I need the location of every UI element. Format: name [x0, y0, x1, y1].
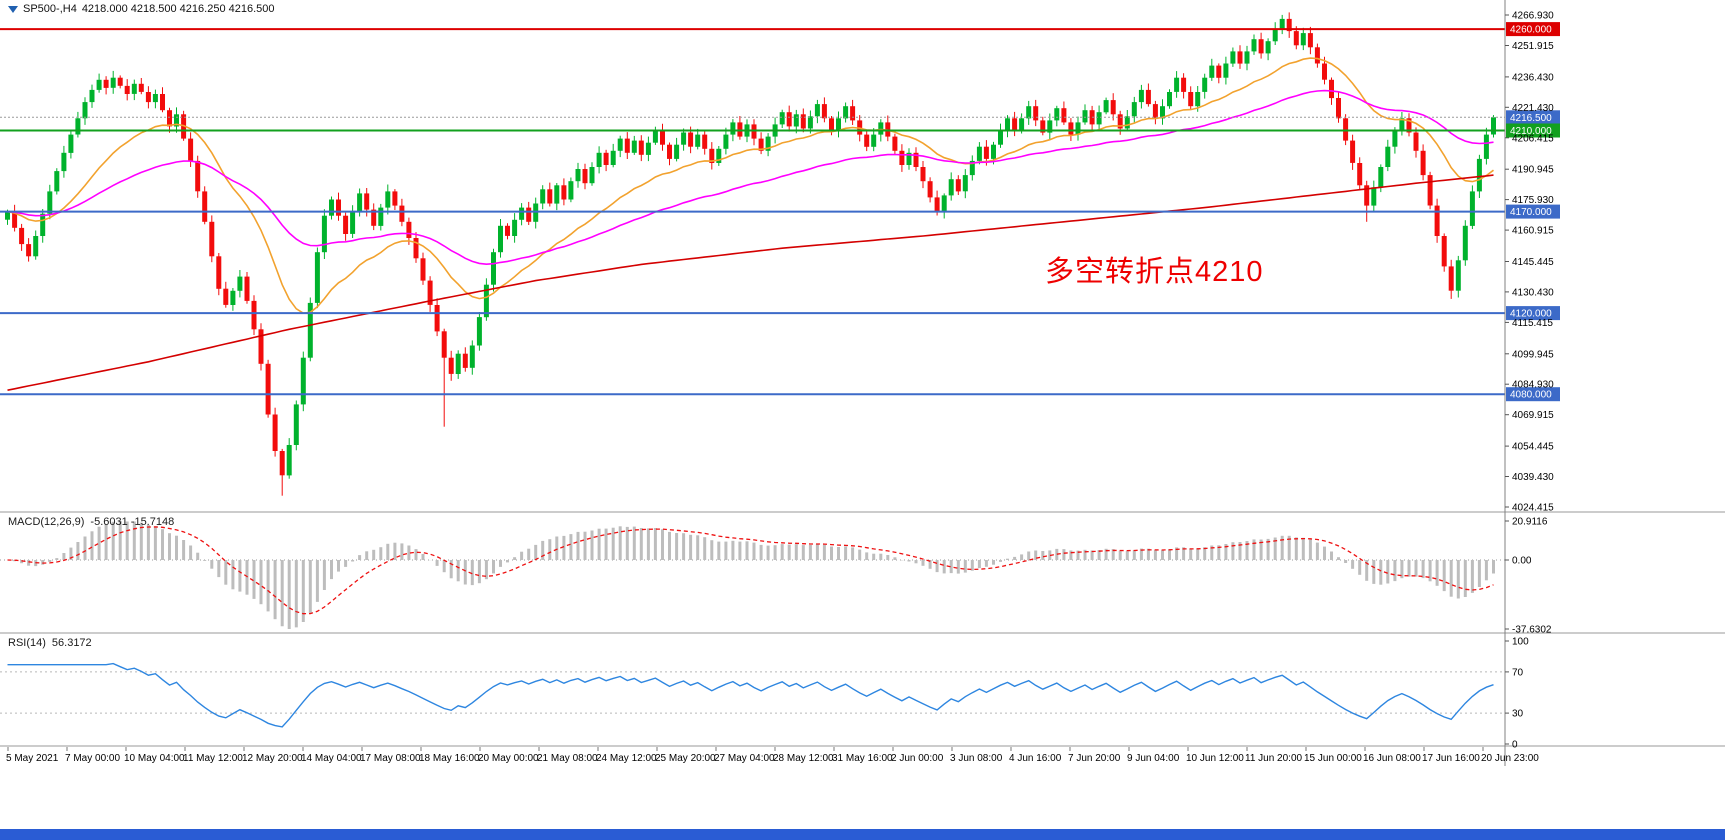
price-box-label: 4080.000	[1510, 390, 1552, 401]
price-box-label: 4216.500	[1510, 113, 1552, 124]
price-axis-labels	[1505, 14, 1560, 508]
time-tick-label: 20 May 00:00	[478, 753, 539, 764]
time-tick-label: 11 May 12:00	[183, 753, 243, 764]
time-tick-label: 7 Jun 20:00	[1068, 753, 1121, 764]
quote-ohlc-values: 4218.000 4218.500 4216.250 4216.500	[81, 3, 275, 15]
rsi-axis-label: 30	[1512, 709, 1524, 720]
time-tick-label: 17 May 08:00	[360, 753, 421, 764]
horizontal-lines-layer	[0, 28, 1505, 396]
time-tick-label: 7 May 00:00	[65, 753, 120, 764]
price-box-4120.000	[1506, 306, 1560, 321]
ma-21-line	[7, 57, 1494, 315]
time-tick-label: 27 May 04:00	[714, 753, 775, 764]
time-tick-label: 16 Jun 08:00	[1363, 753, 1421, 764]
time-axis-labels	[7, 747, 1484, 751]
rsi-label-value: 56.3172	[51, 637, 92, 649]
price-tick-label: 4190.945	[1512, 165, 1554, 176]
time-tick-label: 4 Jun 16:00	[1009, 753, 1062, 764]
macd-histogram	[13, 521, 1495, 629]
time-tick-label: 14 May 04:00	[301, 753, 362, 764]
taskbar[interactable]	[0, 829, 1725, 840]
rsi-axis-label: 70	[1512, 667, 1524, 678]
time-tick-label: 18 May 16:00	[419, 753, 480, 764]
time-tick-label: 2 Jun 00:00	[891, 753, 944, 764]
price-tick-label: 4054.445	[1512, 442, 1554, 453]
time-tick-label: 3 Jun 08:00	[950, 753, 1003, 764]
ma-55-line	[7, 89, 1494, 266]
price-tick-label: 4175.930	[1512, 195, 1554, 206]
time-tick-label: 21 May 08:00	[537, 753, 598, 764]
time-tick-label: 31 May 16:00	[832, 753, 893, 764]
price-tick-label: 4251.915	[1512, 41, 1554, 52]
symbol-dropdown-icon[interactable]	[8, 5, 18, 13]
price-tick-label: 4099.945	[1512, 349, 1554, 360]
price-tick-label: 4039.430	[1512, 472, 1554, 483]
time-tick-label: 17 Jun 16:00	[1422, 753, 1480, 764]
rsi-axis-label: 100	[1512, 637, 1529, 648]
price-box-4080.000	[1506, 387, 1560, 402]
price-tick-label: 4266.930	[1512, 11, 1554, 22]
price-tick-label: 4115.415	[1512, 318, 1553, 329]
macd-axis-label: -37.6302	[1512, 625, 1552, 636]
price-tick-label: 4206.415	[1512, 133, 1554, 144]
price-tick-label: 4236.430	[1512, 72, 1554, 83]
price-tick-label: 4130.430	[1512, 287, 1554, 298]
rsi-axis-label: 0	[1512, 740, 1518, 751]
macd-axis-label: 0.00	[1512, 556, 1532, 567]
price-box-label: 4260.000	[1510, 25, 1552, 36]
time-tick-label: 10 May 04:00	[124, 753, 185, 764]
price-tick-label: 4069.915	[1512, 410, 1554, 421]
symbol-timeframe-label: SP500-,H4	[23, 3, 77, 15]
time-tick-label: 9 Jun 04:00	[1127, 753, 1180, 764]
price-box-4210.000	[1506, 123, 1560, 138]
rsi-label-name: RSI(14)	[8, 637, 46, 649]
macd-label-name: MACD(12,26,9)	[8, 516, 85, 528]
price-tick-label: 4160.915	[1512, 226, 1554, 237]
price-box-label: 4170.000	[1510, 207, 1552, 218]
rsi-indicator-label: RSI(14) 56.3172	[8, 637, 98, 649]
price-box-4170.000	[1506, 204, 1560, 219]
macd-indicator-label: MACD(12,26,9) -5.6031 -15.7148	[8, 516, 180, 528]
macd-label-values: -5.6031 -15.7148	[90, 516, 175, 528]
price-box-4216.500	[1506, 110, 1560, 125]
time-tick-label: 10 Jun 12:00	[1186, 753, 1244, 764]
time-tick-label: 25 May 20:00	[655, 753, 716, 764]
time-tick-label: 24 May 12:00	[596, 753, 657, 764]
time-tick-label: 28 May 12:00	[773, 753, 834, 764]
price-box-label: 4210.000	[1510, 126, 1552, 137]
price-box-label: 4120.000	[1510, 309, 1552, 320]
chart-title: SP500-,H4 4218.000 4218.500 4216.250 421…	[8, 3, 275, 15]
price-tick-label: 4145.445	[1512, 257, 1554, 268]
price-tick-label: 4221.430	[1512, 103, 1554, 114]
time-tick-label: 20 Jun 23:00	[1481, 753, 1539, 764]
macd-signal-line	[7, 526, 1494, 615]
rsi-line	[7, 662, 1494, 728]
long-ma-line	[7, 174, 1494, 391]
price-tick-label: 4024.415	[1512, 503, 1554, 514]
price-box-4260.000	[1506, 22, 1560, 37]
time-tick-label: 5 May 2021	[6, 753, 59, 764]
time-tick-label: 11 Jun 20:00	[1245, 753, 1303, 764]
chart-annotation-text[interactable]: 多空转折点4210	[1045, 256, 1264, 288]
candles-layer	[5, 12, 1496, 496]
time-tick-label: 12 May 20:00	[242, 753, 303, 764]
macd-axis-label: 20.9116	[1512, 517, 1548, 528]
price-tick-label: 4084.930	[1512, 380, 1554, 391]
time-tick-label: 15 Jun 00:00	[1304, 753, 1362, 764]
